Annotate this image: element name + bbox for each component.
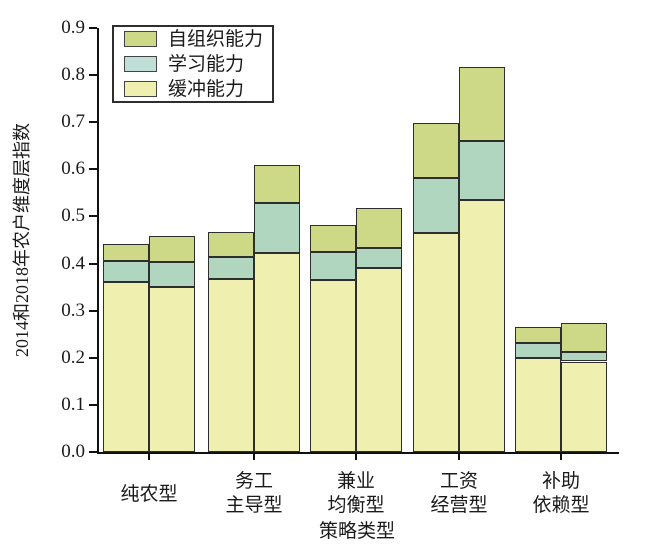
bar-segment bbox=[310, 280, 356, 452]
bar-segment bbox=[149, 261, 195, 288]
legend-label: 缓冲能力 bbox=[168, 78, 245, 100]
bar-segment bbox=[103, 260, 149, 282]
y-tick-mark bbox=[89, 356, 97, 359]
category-label-line: 务工 bbox=[234, 471, 273, 492]
bar-segment bbox=[515, 357, 561, 452]
bar-segment bbox=[561, 361, 607, 452]
y-tick-mark bbox=[89, 451, 97, 453]
category-label-line: 均衡型 bbox=[327, 495, 385, 516]
bar-segment bbox=[413, 232, 459, 452]
y-tick-label: 0.4 bbox=[61, 252, 85, 274]
y-tick-label: 0.3 bbox=[61, 299, 85, 321]
bar-segment bbox=[561, 322, 607, 353]
bar-segment bbox=[149, 287, 195, 452]
bar-segment bbox=[254, 202, 300, 253]
bar-segment bbox=[356, 268, 402, 452]
category-label: 兼业 均衡型 bbox=[296, 470, 416, 518]
y-tick-mark bbox=[89, 168, 97, 171]
y-tick-label: 0.8 bbox=[61, 64, 85, 86]
bar-segment bbox=[515, 343, 561, 358]
category-label-line: 工资 bbox=[439, 471, 478, 492]
category-label: 务工 主导型 bbox=[194, 470, 314, 518]
bar-segment bbox=[254, 252, 300, 452]
x-tick-mark bbox=[148, 452, 150, 460]
bar-segment bbox=[413, 178, 459, 233]
bar-segment bbox=[413, 123, 459, 179]
legend-swatch-icon bbox=[124, 56, 157, 72]
legend-label: 自组织能力 bbox=[168, 28, 264, 50]
bar-segment bbox=[459, 141, 505, 200]
category-label: 工资 经营型 bbox=[399, 470, 519, 518]
bar-segment bbox=[310, 224, 356, 253]
legend-swatch-icon bbox=[124, 81, 157, 97]
legend-label: 学习能力 bbox=[168, 53, 245, 75]
bar-segment bbox=[208, 279, 254, 452]
y-tick-label: 0.5 bbox=[61, 205, 85, 227]
category-label-line: 纯农型 bbox=[120, 484, 178, 505]
category-label-line: 兼业 bbox=[336, 471, 375, 492]
bar-segment bbox=[356, 208, 402, 248]
category-label-line: 补助 bbox=[541, 471, 580, 492]
bar-segment bbox=[103, 281, 149, 452]
category-label: 纯农型 bbox=[89, 483, 209, 507]
y-tick-mark bbox=[89, 121, 97, 124]
x-tick-mark bbox=[253, 452, 255, 460]
x-tick-mark bbox=[458, 452, 460, 460]
legend-swatch-icon bbox=[124, 31, 157, 47]
bar-segment bbox=[254, 165, 300, 203]
category-label-line: 经营型 bbox=[430, 495, 488, 516]
y-tick-label: 0.1 bbox=[61, 393, 85, 415]
y-tick-label: 0.0 bbox=[61, 441, 85, 462]
y-tick-label: 0.9 bbox=[61, 17, 85, 38]
legend: 自组织能力学习能力缓冲能力 bbox=[112, 25, 274, 103]
x-axis-title: 策略类型 bbox=[318, 521, 395, 542]
bar-segment bbox=[356, 248, 402, 269]
y-tick-mark bbox=[89, 262, 97, 265]
bar-segment bbox=[459, 67, 505, 142]
y-tick-label: 0.6 bbox=[61, 158, 85, 180]
category-label-line: 依赖型 bbox=[532, 495, 590, 516]
bar-segment bbox=[459, 200, 505, 452]
legend-item: 学习能力 bbox=[124, 54, 262, 75]
legend-item: 缓冲能力 bbox=[124, 79, 262, 100]
category-label: 补助 依赖型 bbox=[501, 470, 621, 518]
legend-item: 自组织能力 bbox=[124, 28, 264, 50]
bar-segment bbox=[515, 327, 561, 344]
y-tick-label: 0.2 bbox=[61, 346, 85, 368]
y-tick-mark bbox=[89, 74, 97, 77]
y-tick-label: 0.7 bbox=[61, 111, 85, 133]
x-tick-mark bbox=[560, 452, 562, 460]
y-tick-mark bbox=[89, 27, 97, 29]
bar-segment bbox=[310, 252, 356, 280]
bar-segment bbox=[103, 243, 149, 261]
bar-segment bbox=[208, 232, 254, 257]
y-tick-mark bbox=[89, 215, 97, 218]
x-tick-mark bbox=[355, 452, 357, 460]
bar-segment bbox=[561, 352, 607, 362]
bar-segment bbox=[208, 257, 254, 280]
y-tick-mark bbox=[89, 403, 97, 406]
plot-area bbox=[97, 28, 619, 454]
category-label-line: 主导型 bbox=[225, 495, 283, 516]
y-axis-title: 2014和2018年农户维度层指数 bbox=[12, 123, 32, 357]
bar-segment bbox=[149, 236, 195, 262]
y-tick-mark bbox=[89, 309, 97, 312]
